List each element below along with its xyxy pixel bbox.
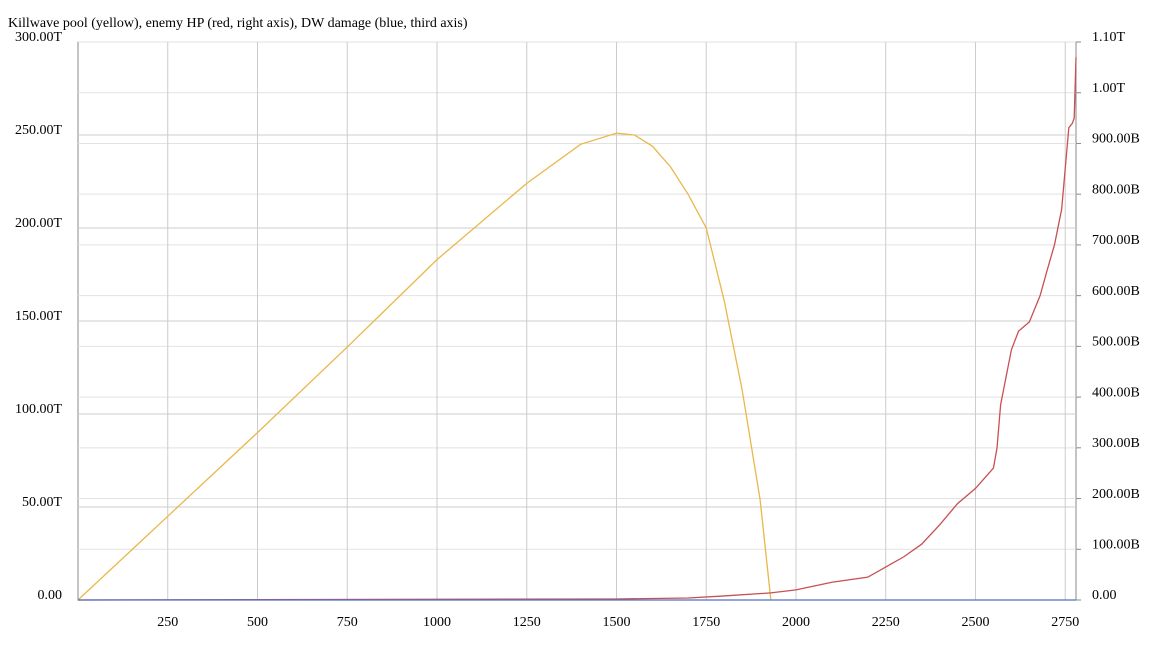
x-tick-label: 2000 <box>782 615 810 630</box>
x-tick-label: 2500 <box>961 615 989 630</box>
x-tick-label: 2750 <box>1051 615 1079 630</box>
y2-tick-label: 900.00B <box>1092 132 1140 147</box>
y2-tick-label: 400.00B <box>1092 385 1140 400</box>
x-tick-label: 1000 <box>423 615 451 630</box>
y-tick-label: 0.00 <box>38 588 63 603</box>
x-tick-label: 2250 <box>872 615 900 630</box>
y-tick-label: 300.00T <box>15 30 63 45</box>
x-tick-label: 1500 <box>602 615 630 630</box>
y2-tick-label: 200.00B <box>1092 487 1140 502</box>
y2-tick-label: 300.00B <box>1092 436 1140 451</box>
y2-tick-label: 700.00B <box>1092 233 1140 248</box>
x-tick-label: 250 <box>157 615 178 630</box>
x-tick-label: 750 <box>337 615 358 630</box>
y2-tick-label: 600.00B <box>1092 284 1140 299</box>
y-tick-label: 150.00T <box>15 309 63 324</box>
y2-tick-label: 800.00B <box>1092 182 1140 197</box>
y2-tick-label: 1.10T <box>1092 30 1126 45</box>
x-tick-label: 1750 <box>692 615 720 630</box>
series-line <box>77 132 772 601</box>
y-tick-label: 100.00T <box>15 402 63 417</box>
y2-tick-label: 1.00T <box>1092 81 1126 96</box>
y-tick-label: 200.00T <box>15 216 63 231</box>
series-line <box>77 57 1077 601</box>
y-tick-label: 250.00T <box>15 123 63 138</box>
y2-tick-label: 500.00B <box>1092 335 1140 350</box>
y2-tick-label: 0.00 <box>1092 588 1117 603</box>
x-tick-label: 500 <box>247 615 268 630</box>
chart-title: Killwave pool (yellow), enemy HP (red, r… <box>8 16 468 31</box>
x-tick-label: 1250 <box>513 615 541 630</box>
y2-tick-label: 100.00B <box>1092 537 1140 552</box>
y-tick-label: 50.00T <box>22 495 63 510</box>
